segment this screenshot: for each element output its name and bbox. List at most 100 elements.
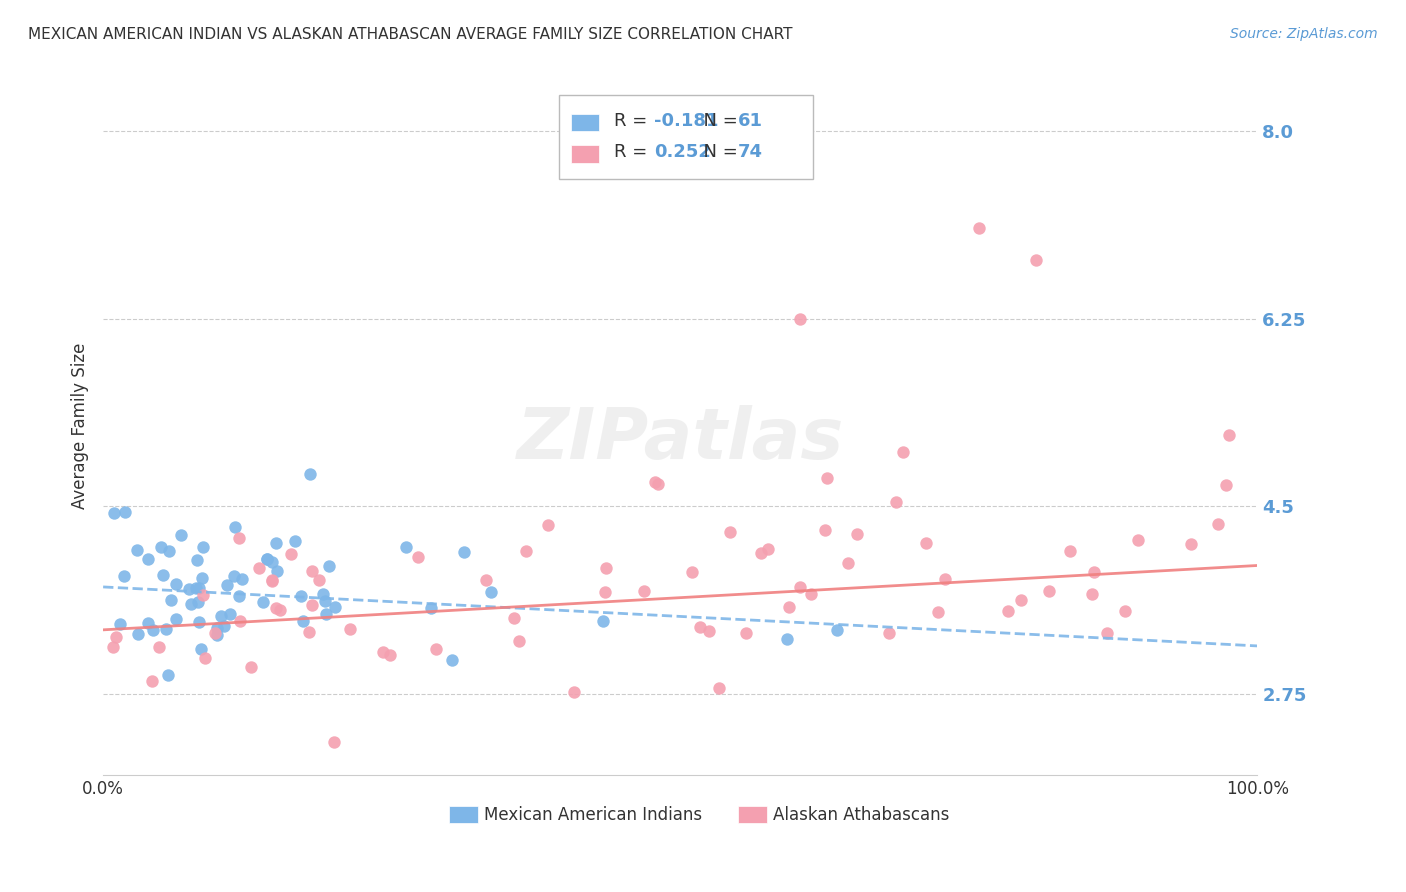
Point (837, 556, 859, 570)
Point (420, 601, 443, 615)
Point (224, 569, 246, 583)
Text: N =: N = (692, 143, 744, 161)
Point (749, 546, 772, 560)
Point (735, 626, 758, 640)
Point (292, 614, 315, 628)
Point (697, 624, 720, 639)
Point (190, 571, 212, 585)
Point (231, 572, 253, 586)
Point (502, 611, 524, 625)
Point (209, 609, 232, 624)
Point (846, 526, 869, 541)
Point (204, 626, 226, 640)
Point (778, 599, 800, 614)
Point (290, 589, 312, 603)
Point (479, 584, 502, 599)
Text: N =: N = (692, 112, 744, 130)
Point (1010, 593, 1032, 607)
Point (969, 220, 991, 235)
Point (425, 641, 447, 656)
Point (1218, 428, 1240, 442)
Point (406, 550, 429, 565)
Point (595, 560, 617, 574)
Point (184, 582, 207, 596)
Point (1206, 516, 1229, 531)
Point (103, 507, 125, 521)
Point (564, 685, 586, 699)
Text: ZIPatlas: ZIPatlas (516, 406, 844, 475)
Point (165, 576, 187, 591)
Bar (450, 806, 478, 823)
Point (159, 593, 181, 607)
Point (314, 594, 336, 608)
Point (112, 569, 135, 583)
Text: Source: ZipAtlas.com: Source: ZipAtlas.com (1230, 27, 1378, 41)
Point (298, 467, 321, 482)
Point (756, 541, 779, 556)
Point (592, 614, 614, 628)
Point (776, 632, 799, 646)
Point (814, 523, 837, 537)
Point (709, 681, 731, 695)
Point (298, 624, 321, 639)
Point (152, 567, 174, 582)
Point (927, 605, 949, 619)
Point (537, 517, 560, 532)
Point (914, 536, 936, 550)
Text: R =: R = (614, 112, 654, 130)
Point (681, 566, 703, 580)
Point (188, 581, 211, 595)
Point (1114, 604, 1136, 618)
Point (148, 640, 170, 654)
Point (256, 552, 278, 566)
Point (440, 653, 463, 667)
Point (647, 476, 669, 491)
Point (1025, 252, 1047, 267)
Text: 74: 74 (738, 143, 763, 161)
Point (323, 735, 346, 749)
Point (186, 553, 208, 567)
Point (315, 607, 337, 622)
Point (515, 544, 537, 558)
Point (644, 475, 666, 489)
Text: Mexican American Indians: Mexican American Indians (484, 806, 702, 824)
Point (884, 495, 907, 509)
Point (318, 559, 340, 574)
Point (150, 541, 173, 555)
Point (323, 600, 346, 615)
Point (633, 584, 655, 599)
Point (239, 660, 262, 674)
Point (260, 574, 283, 588)
Point (789, 580, 811, 594)
Point (260, 574, 283, 589)
Point (395, 540, 418, 554)
Point (165, 612, 187, 626)
Point (266, 564, 288, 578)
Point (284, 534, 307, 549)
Point (228, 531, 250, 545)
Point (815, 471, 838, 485)
Point (108, 617, 131, 632)
Point (1081, 586, 1104, 600)
Point (136, 552, 159, 566)
Point (1180, 537, 1202, 551)
Point (187, 595, 209, 609)
Point (312, 587, 335, 601)
Point (718, 524, 741, 539)
Bar (560, 95, 813, 178)
Point (205, 621, 228, 635)
Point (125, 542, 148, 557)
Point (1059, 543, 1081, 558)
Bar (738, 806, 766, 823)
Point (252, 595, 274, 609)
Text: 61: 61 (738, 112, 763, 130)
Point (193, 588, 215, 602)
Point (179, 582, 201, 596)
Point (191, 541, 214, 555)
Bar (571, 145, 599, 163)
Point (142, 624, 165, 638)
Point (1215, 478, 1237, 492)
Point (308, 573, 330, 587)
Point (101, 640, 124, 655)
Point (891, 444, 914, 458)
